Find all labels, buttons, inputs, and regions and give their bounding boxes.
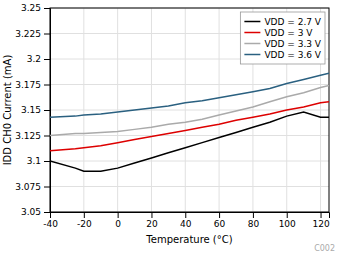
x-tick: 120 bbox=[312, 212, 329, 229]
x-tick: 60 bbox=[214, 212, 226, 229]
x-tick-label: 80 bbox=[248, 219, 260, 229]
x-tick-mark bbox=[84, 212, 85, 218]
y-tick: 3.225 bbox=[15, 29, 50, 39]
x-tick-mark bbox=[151, 212, 152, 218]
y-tick-label: 3.1 bbox=[27, 156, 41, 166]
plot: -40-200204060801001203.053.0753.13.1253.… bbox=[15, 3, 330, 229]
y-tick: 3.125 bbox=[15, 131, 50, 141]
grid bbox=[50, 8, 329, 212]
legend-swatch bbox=[244, 32, 260, 34]
legend-box bbox=[240, 12, 325, 64]
y-tick-mark bbox=[44, 8, 50, 9]
x-tick-mark bbox=[219, 212, 220, 218]
y-tick-mark bbox=[44, 85, 50, 86]
legend-label: VDD = 3.6 V bbox=[264, 50, 321, 60]
x-tick: 40 bbox=[180, 212, 192, 229]
y-tick-mark bbox=[44, 59, 50, 60]
y-axis-title: IDD CH0 Current (mA) bbox=[2, 55, 13, 166]
x-tick-mark bbox=[253, 212, 254, 218]
x-tick-label: -20 bbox=[77, 219, 92, 229]
legend-entry: VDD = 2.7 V bbox=[244, 17, 321, 27]
y-tick: 3.075 bbox=[15, 182, 50, 192]
x-tick: 100 bbox=[279, 212, 296, 229]
legend-swatch bbox=[244, 43, 260, 45]
series-group bbox=[50, 73, 329, 171]
y-tick-label: 3.075 bbox=[15, 182, 41, 192]
y-tick-mark bbox=[44, 34, 50, 35]
legend-entry: VDD = 3 V bbox=[244, 28, 313, 38]
series-line bbox=[50, 102, 329, 151]
y-tick-label: 3.15 bbox=[21, 105, 41, 115]
x-tick: -20 bbox=[77, 212, 92, 229]
y-tick-mark bbox=[44, 136, 50, 137]
x-tick-mark bbox=[118, 212, 119, 218]
y-axis: 3.05 3.075 3.1 3.125 3.15 3.175 3.2 3.225 3.25 bbox=[15, 3, 50, 217]
x-tick-label: 60 bbox=[214, 219, 226, 229]
y-tick: 3.05 bbox=[21, 207, 50, 217]
series-line bbox=[50, 73, 329, 117]
x-tick: 80 bbox=[248, 212, 260, 229]
x-axis: -40 -20 0 20 40 60 80 100 120 bbox=[43, 212, 330, 229]
y-tick-mark bbox=[44, 110, 50, 111]
y-tick: 3.175 bbox=[15, 80, 50, 90]
y-tick: 3.2 bbox=[27, 54, 50, 64]
legend-label: VDD = 3.3 V bbox=[264, 39, 321, 49]
y-grid-line bbox=[50, 135, 329, 136]
x-tick-label: 120 bbox=[312, 219, 329, 229]
annotation: C002 bbox=[314, 244, 335, 253]
legend-entry: VDD = 3.3 V bbox=[244, 39, 321, 49]
legend-label: VDD = 3 V bbox=[264, 28, 313, 38]
x-tick: -40 bbox=[43, 212, 58, 229]
y-tick-label: 3.175 bbox=[15, 80, 41, 90]
x-tick-label: 100 bbox=[279, 219, 296, 229]
x-tick-label: 20 bbox=[146, 219, 158, 229]
y-grid-line bbox=[50, 84, 329, 85]
y-grid-line bbox=[50, 186, 329, 187]
x-axis-title: Temperature (°C) bbox=[145, 234, 232, 245]
legend-swatch bbox=[244, 21, 260, 23]
y-tick-label: 3.2 bbox=[27, 54, 41, 64]
y-grid-line bbox=[50, 161, 329, 162]
y-tick-label: 3.05 bbox=[21, 207, 41, 217]
y-tick-mark bbox=[44, 161, 50, 162]
chart: -40-200204060801001203.053.0753.13.1253.… bbox=[0, 0, 339, 254]
y-tick-label: 3.225 bbox=[15, 29, 41, 39]
y-tick: 3.1 bbox=[27, 156, 50, 166]
x-tick-mark bbox=[321, 212, 322, 218]
legend-label: VDD = 2.7 V bbox=[264, 17, 321, 27]
x-tick-label: -40 bbox=[43, 219, 58, 229]
series-line bbox=[50, 86, 329, 136]
x-tick-mark bbox=[287, 212, 288, 218]
y-tick-label: 3.25 bbox=[21, 3, 41, 13]
plot-frame bbox=[50, 8, 329, 212]
x-tick-label: 0 bbox=[115, 219, 121, 229]
y-tick-mark bbox=[44, 187, 50, 188]
y-tick: 3.15 bbox=[21, 105, 50, 115]
y-tick-label: 3.125 bbox=[15, 131, 41, 141]
x-tick-mark bbox=[185, 212, 186, 218]
x-tick-label: 40 bbox=[180, 219, 192, 229]
x-axis-line bbox=[51, 213, 330, 219]
legend-entry: VDD = 3.6 V bbox=[244, 50, 321, 60]
x-tick: 20 bbox=[146, 212, 158, 229]
y-tick: 3.25 bbox=[21, 3, 50, 13]
legend: VDD = 2.7 VVDD = 3 VVDD = 3.3 VVDD = 3.6… bbox=[240, 12, 325, 64]
legend-swatch bbox=[244, 54, 260, 56]
y-tick-mark bbox=[44, 212, 50, 213]
x-tick: 0 bbox=[115, 212, 121, 229]
